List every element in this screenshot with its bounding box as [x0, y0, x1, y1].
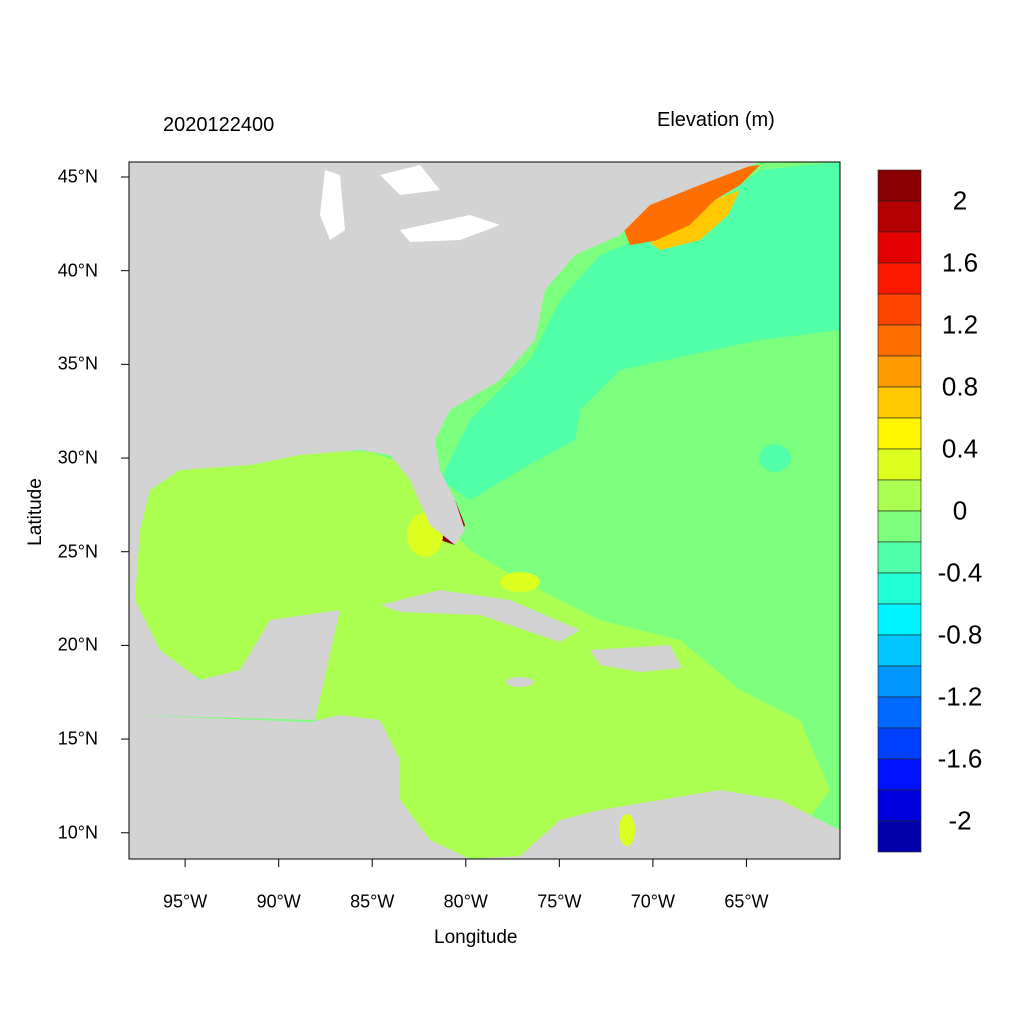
x-tick-label: 75°W [537, 891, 582, 912]
colorbar-bin [877, 510, 922, 543]
colorbar-bin [877, 572, 922, 605]
colorbar-label: 1.2 [941, 309, 979, 340]
maine-gulf-surge-low [650, 190, 740, 250]
plot-title-date: 2020122400 [163, 114, 275, 136]
axis-ticks [121, 176, 747, 867]
colorbar-label: -1.2 [937, 681, 983, 712]
colorbar-bin [877, 324, 922, 357]
x-tick-label: 70°W [630, 891, 675, 912]
colorbar [877, 169, 922, 853]
x-tick-label: 65°W [724, 891, 769, 912]
x-axis-label: Longitude [434, 927, 518, 948]
land-central-america [129, 715, 470, 859]
map-area [129, 162, 840, 859]
shelf-region [440, 162, 840, 500]
x-tick-label: 85°W [350, 891, 395, 912]
colorbar-bin [877, 727, 922, 760]
plot-frame [128, 161, 841, 860]
colorbar-label: -0.4 [937, 557, 983, 588]
land-cuba [380, 590, 580, 642]
y-tick-label: 10°N [57, 822, 98, 843]
x-tick-label: 95°W [163, 891, 208, 912]
land-jamaica [506, 677, 534, 687]
colorbar-bin [877, 417, 922, 450]
colorbar-label: 2 [952, 185, 968, 216]
y-tick-label: 35°N [57, 353, 98, 374]
land-hispaniola [590, 645, 682, 672]
colorbar-bin [877, 448, 922, 481]
colorbar-bin [877, 355, 922, 388]
colorbar-bin [877, 758, 922, 791]
colorbar-label: -0.8 [937, 619, 983, 650]
colorbar-bin [877, 479, 922, 512]
colorbar-label: -2 [948, 805, 972, 836]
colorbar-label: 0 [952, 495, 968, 526]
colorbar-bin [877, 231, 922, 264]
y-tick-label: 45°N [57, 166, 98, 187]
x-tick-label: 90°W [256, 891, 301, 912]
colorbar-label: 0.8 [941, 371, 979, 402]
land-north-america [129, 162, 760, 720]
colorbar-label: 0.4 [941, 433, 979, 464]
colorbar-label: -1.6 [937, 743, 983, 774]
colorbar-bin [877, 696, 922, 729]
x-tick-label: 80°W [443, 891, 488, 912]
land-south-america [470, 790, 840, 859]
maracaibo-region [619, 814, 635, 846]
colorbar-bin [877, 262, 922, 295]
bahamas-surge [500, 572, 540, 592]
colorbar-bin [877, 386, 922, 419]
y-tick-label: 25°N [57, 541, 98, 562]
colorbar-bin [877, 169, 922, 202]
colorbar-bin [877, 200, 922, 233]
colorbar-bin [877, 820, 922, 853]
colorbar-bin [877, 634, 922, 667]
y-axis-label: Latitude [25, 478, 46, 546]
gulf-caribbean-region [135, 450, 830, 858]
y-tick-label: 20°N [57, 634, 98, 655]
maine-gulf-surge [620, 165, 760, 245]
colorbar-bin [877, 665, 922, 698]
colorbar-bin [877, 789, 922, 822]
colorbar-bin [877, 603, 922, 636]
great-lakes [320, 165, 500, 242]
y-tick-label: 30°N [57, 447, 98, 468]
eddy-region [759, 444, 791, 472]
y-tick-label: 40°N [57, 260, 98, 281]
colorbar-bin [877, 293, 922, 326]
colorbar-label: 1.6 [941, 247, 979, 278]
y-tick-label: 15°N [57, 728, 98, 749]
colorbar-bin [877, 541, 922, 574]
colorbar-title: Elevation (m) [657, 109, 775, 131]
